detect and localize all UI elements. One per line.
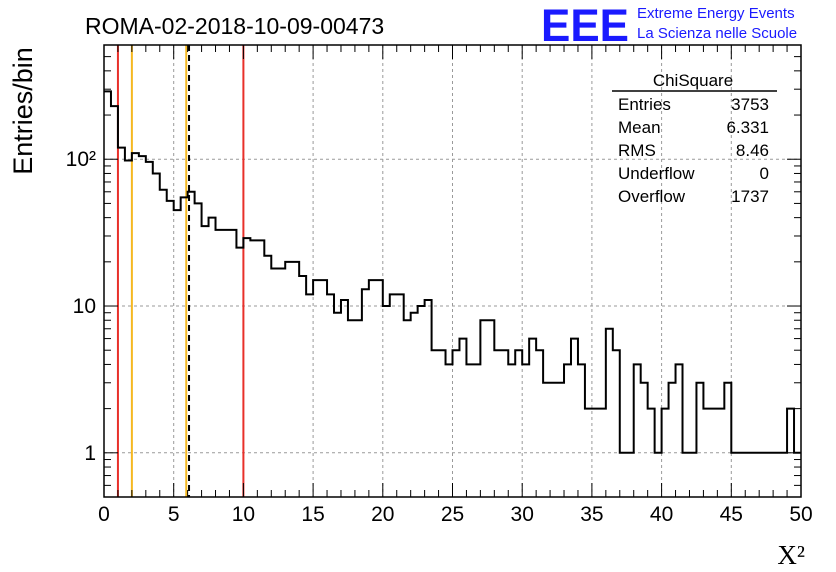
stats-row-value: 3753: [731, 95, 769, 114]
x-tick-label: 20: [371, 503, 394, 526]
x-tick-label: 30: [511, 503, 534, 526]
threshold-lines: [116, 45, 245, 497]
y-axis-label: Entries/bin: [8, 47, 38, 175]
x-tick-label: 45: [720, 503, 743, 526]
stats-row-label: Underflow: [618, 164, 695, 183]
stats-row-label: Entries: [618, 95, 671, 114]
stats-row-value: 1737: [731, 187, 769, 206]
stats-title: ChiSquare: [653, 71, 733, 90]
y-tick-label: 1: [84, 442, 96, 465]
chart-title: ROMA-02-2018-10-09-00473: [85, 13, 384, 39]
x-axis-label: X²: [777, 540, 805, 570]
x-tick-labels: 0 5 10 15 20 25 30 35 40 45 50: [98, 503, 813, 526]
histogram-line: [104, 90, 801, 454]
x-tick-label: 15: [301, 503, 324, 526]
axis-ticks: [103, 44, 802, 498]
logo-mark: EEE: [541, 0, 629, 51]
x-tick-label: 40: [650, 503, 673, 526]
stats-row-value: 8.46: [736, 141, 769, 160]
stats-row-value: 6.331: [726, 118, 769, 137]
eee-logo: EEE Extreme Energy Events La Scienza nel…: [541, 0, 797, 51]
y-tick-labels: 1 10 10²: [66, 148, 96, 465]
x-tick-label: 35: [580, 503, 603, 526]
stats-row-label: Mean: [618, 118, 661, 137]
y-tick-label: 10: [73, 295, 96, 318]
x-tick-label: 50: [789, 503, 812, 526]
stats-box: ChiSquare Entries 3753 Mean 6.331 RMS 8.46 Und…: [612, 71, 777, 206]
x-tick-label: 5: [168, 503, 180, 526]
x-tick-label: 0: [98, 503, 110, 526]
x-tick-label: 10: [232, 503, 255, 526]
stats-row-value: 0: [760, 164, 769, 183]
grid-lines: [104, 45, 801, 497]
logo-line1: Extreme Energy Events: [637, 5, 795, 22]
stats-row-label: Overflow: [618, 187, 686, 206]
x-tick-label: 25: [441, 503, 464, 526]
logo-line2: La Scienza nelle Scuole: [637, 25, 797, 42]
y-tick-label: 10²: [66, 148, 96, 171]
stats-row-label: RMS: [618, 141, 656, 160]
